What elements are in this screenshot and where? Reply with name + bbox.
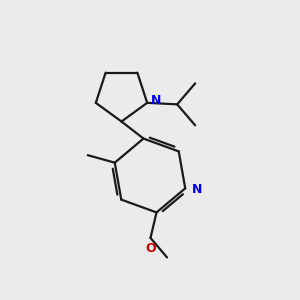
- Text: N: N: [151, 94, 161, 107]
- Text: O: O: [145, 242, 156, 254]
- Text: N: N: [192, 183, 202, 196]
